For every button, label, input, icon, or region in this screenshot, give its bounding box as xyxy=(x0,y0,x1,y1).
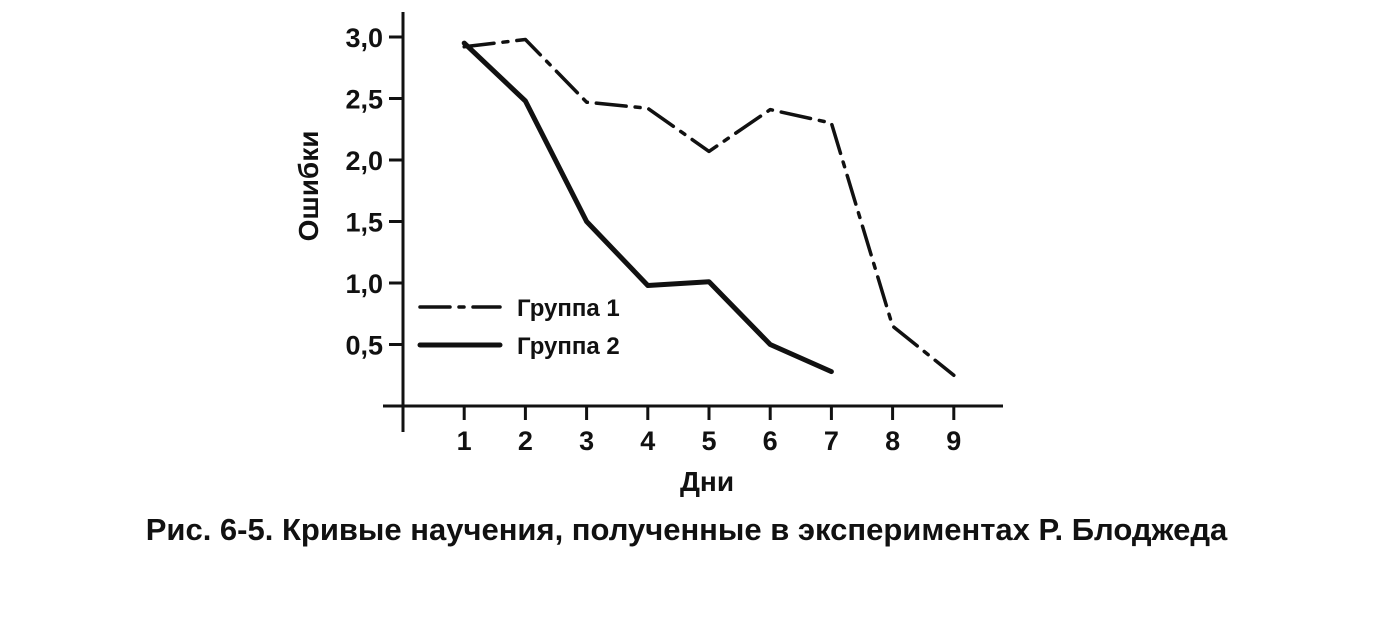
y-axis-ticks: 0,5 1,0 1,5 2,0 2,5 3,0 xyxy=(345,23,403,361)
x-tick-label: 6 xyxy=(763,426,778,456)
y-tick-label: 2,5 xyxy=(345,85,383,115)
y-tick-label: 1,5 xyxy=(345,208,383,238)
data-point-group-2 xyxy=(645,283,650,288)
data-point-group-1 xyxy=(829,121,834,126)
x-tick-label: 9 xyxy=(946,426,961,456)
data-point-group-2 xyxy=(584,219,589,224)
x-tick-label: 2 xyxy=(518,426,533,456)
x-axis-ticks: 1 2 3 4 5 6 7 8 9 xyxy=(457,406,961,456)
x-tick-label: 3 xyxy=(579,426,594,456)
series-line-group-1 xyxy=(462,37,956,378)
y-tick-label: 2,0 xyxy=(345,146,383,176)
data-point-group-2 xyxy=(829,369,834,374)
data-point-group-1 xyxy=(768,107,773,112)
data-point-group-2 xyxy=(462,41,467,46)
x-tick-label: 1 xyxy=(457,426,472,456)
x-tick-label: 7 xyxy=(824,426,839,456)
data-point-group-1 xyxy=(707,149,712,154)
data-point-group-2 xyxy=(523,98,528,103)
y-tick-label: 1,0 xyxy=(345,269,383,299)
x-tick-label: 8 xyxy=(885,426,900,456)
data-point-group-1 xyxy=(523,37,528,42)
data-point-group-2 xyxy=(707,279,712,284)
data-point-group-2 xyxy=(768,342,773,347)
y-tick-label: 0,5 xyxy=(345,331,383,361)
series-layer xyxy=(461,37,956,378)
legend-label-group-2: Группа 2 xyxy=(517,333,620,360)
figure-caption: Рис. 6-5. Кривые научения, полученные в … xyxy=(145,512,1228,547)
data-point-group-1 xyxy=(890,324,895,329)
legend-label-group-1: Группа 1 xyxy=(517,295,620,322)
legend: Группа 1 Группа 2 xyxy=(417,295,620,360)
x-tick-label: 4 xyxy=(640,426,655,456)
data-point-group-1 xyxy=(645,106,650,111)
axes xyxy=(383,12,1003,432)
series-line-group-2 xyxy=(461,40,834,375)
y-tick-label: 3,0 xyxy=(345,23,383,53)
x-tick-label: 5 xyxy=(701,426,716,456)
y-axis-title: Ошибки xyxy=(293,131,324,242)
x-axis-title: Дни xyxy=(680,466,734,497)
data-point-group-1 xyxy=(584,100,589,105)
data-point-group-1 xyxy=(951,373,956,378)
